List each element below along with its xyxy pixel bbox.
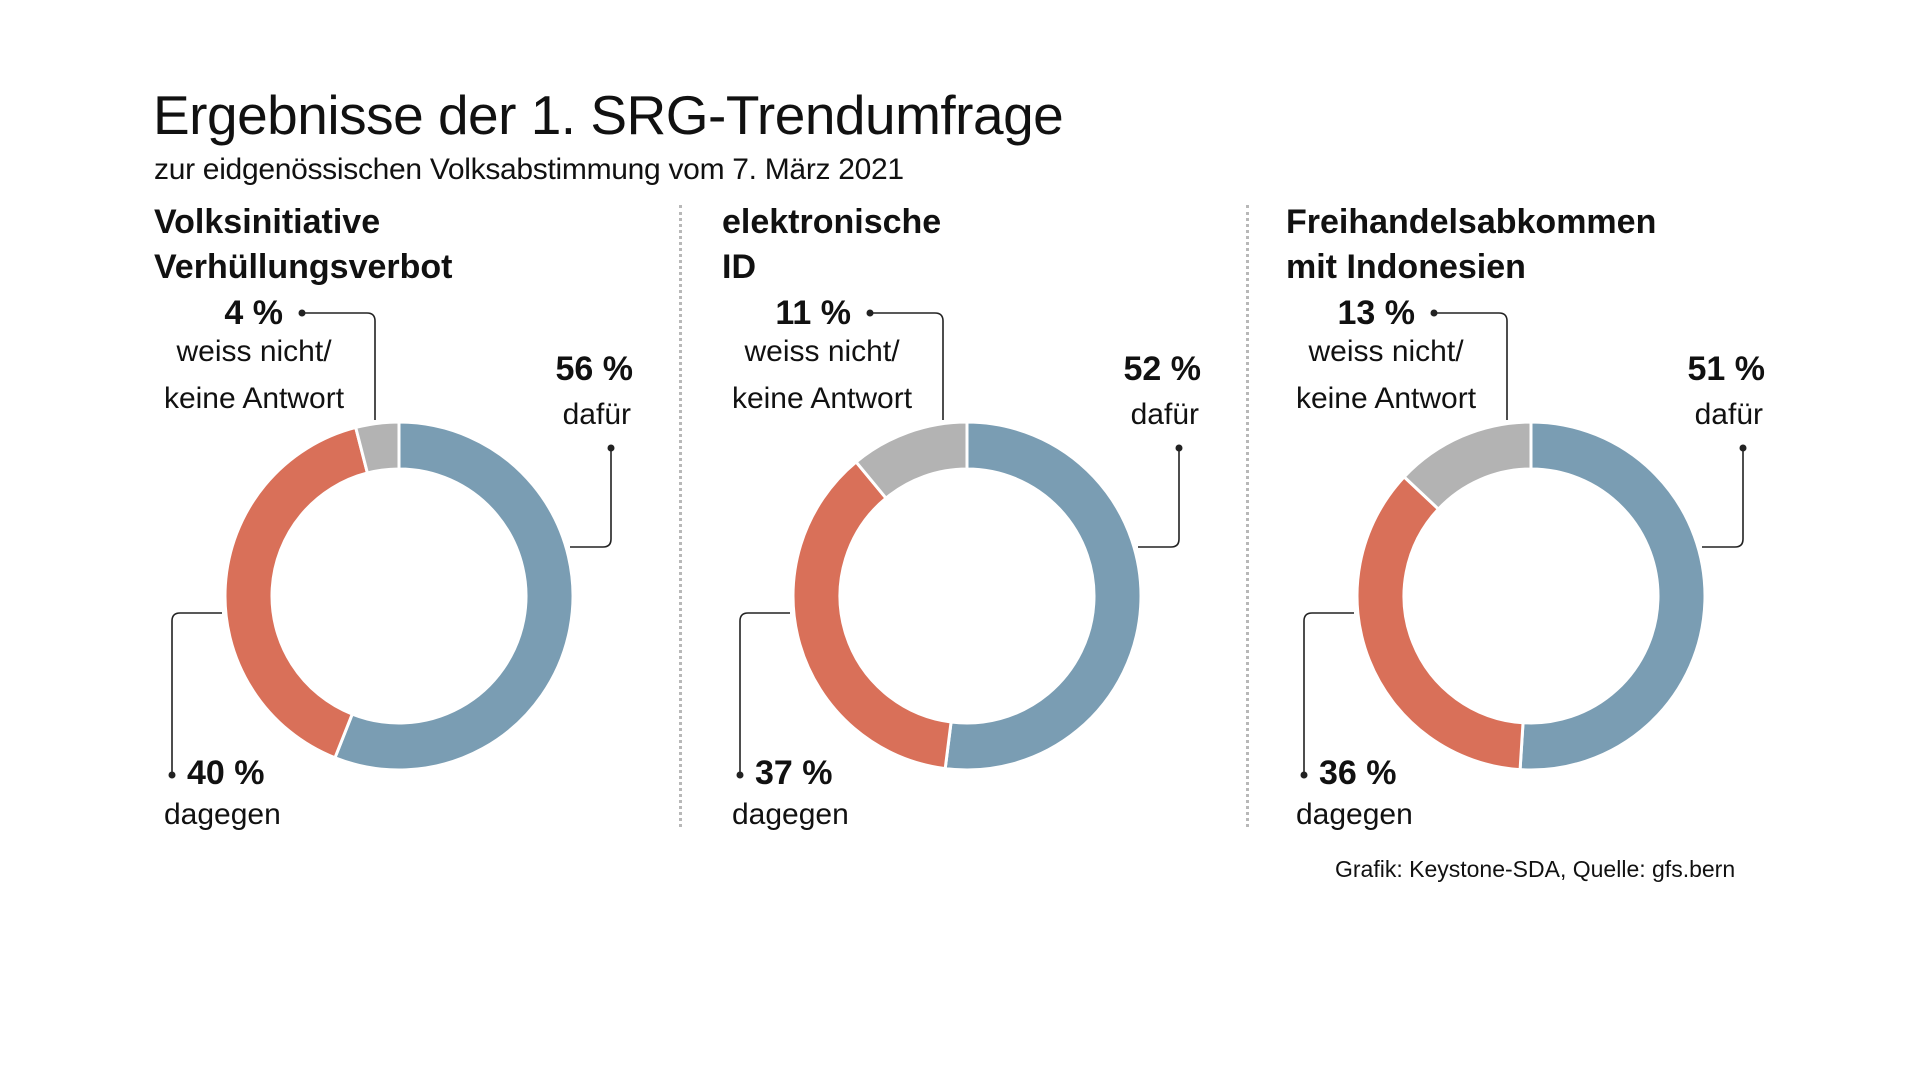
separator-1 xyxy=(679,205,682,827)
panel-title-line-1: elektronische xyxy=(722,203,942,241)
dafuer-text-label: dafür xyxy=(562,398,631,431)
na-text-label-2: keine Antwort xyxy=(1295,382,1477,415)
na-percent-label: 13 % xyxy=(1337,294,1416,332)
panel-verhuellungsverbot: Volksinitiative Verhüllungsverbot 4 % we… xyxy=(154,0,714,1080)
dafuer-percent-label: 51 % xyxy=(1687,350,1766,388)
panel-title-line-1: Volksinitiative xyxy=(154,203,381,241)
leader-line-dagegen xyxy=(739,612,790,775)
dafuer-text-label: dafür xyxy=(1130,398,1199,431)
na-text-label-2: keine Antwort xyxy=(163,382,345,415)
donut-segment-weiss-nicht xyxy=(853,420,969,501)
na-text-label-1: weiss nicht/ xyxy=(1308,335,1464,368)
leader-dot-dagegen xyxy=(168,771,176,779)
dagegen-percent-label: 36 % xyxy=(1319,754,1397,792)
dafuer-percent-label: 52 % xyxy=(1123,350,1202,388)
donut-chart-1 xyxy=(736,309,1183,779)
dafuer-text-label: dafür xyxy=(1694,398,1763,431)
donut-segment-weiss-nicht xyxy=(353,420,401,475)
panel-title: Volksinitiative Verhüllungsverbot xyxy=(154,200,453,290)
panel-title: elektronische ID xyxy=(722,200,941,290)
donut-chart-0 xyxy=(168,309,615,779)
leader-dot-dafuer xyxy=(1175,444,1183,452)
leader-dot-dafuer xyxy=(607,444,615,452)
panel-elektronische-id: elektronische ID 11 % weiss nicht/ keine… xyxy=(722,0,1282,1080)
donut-segment-dafuer xyxy=(943,420,1143,772)
leader-dot-dafuer xyxy=(1739,444,1747,452)
na-text-label-2: keine Antwort xyxy=(731,382,913,415)
panel-title-line-2: ID xyxy=(722,248,756,286)
leader-line-weiss-nicht xyxy=(870,312,944,420)
separator-2 xyxy=(1246,205,1249,827)
leader-line-dafuer xyxy=(570,448,612,548)
na-percent-label: 4 % xyxy=(224,294,283,332)
panel-title-line-1: Freihandelsabkommen xyxy=(1286,203,1657,241)
panel-freihandelsabkommen: Freihandelsabkommen mit Indonesien 13 % … xyxy=(1286,0,1846,1080)
donut-segment-weiss-nicht xyxy=(1402,420,1533,512)
na-text-label-1: weiss nicht/ xyxy=(176,335,332,368)
leader-dot-dagegen xyxy=(1300,771,1308,779)
dagegen-text-label: dagegen xyxy=(732,798,849,831)
leader-line-weiss-nicht xyxy=(1434,312,1508,420)
leader-dot-weiss-nicht xyxy=(1430,309,1438,317)
leader-dot-weiss-nicht xyxy=(298,309,306,317)
leader-dot-dagegen xyxy=(736,771,744,779)
panel-title-line-2: Verhüllungsverbot xyxy=(154,248,453,286)
dagegen-percent-label: 37 % xyxy=(755,754,833,792)
page-title: Ergebnisse der 1. SRG-Trendumfrage xyxy=(153,84,1064,146)
leader-dot-weiss-nicht xyxy=(866,309,874,317)
donut-chart-2 xyxy=(1300,309,1747,779)
page-subtitle: zur eidgenössischen Volksabstimmung vom … xyxy=(154,153,904,186)
donut-segment-dafuer xyxy=(332,420,575,772)
donut-segment-dagegen xyxy=(223,425,370,760)
donut-segment-dagegen xyxy=(791,459,953,771)
na-percent-label: 11 % xyxy=(775,294,851,332)
donut-segment-dafuer xyxy=(1518,420,1707,772)
panel-title-line-2: mit Indonesien xyxy=(1286,248,1526,286)
panel-title: Freihandelsabkommen mit Indonesien xyxy=(1286,200,1656,290)
leader-line-dagegen xyxy=(1303,612,1354,775)
donut-segment-dagegen xyxy=(1355,474,1525,772)
na-text-label-1: weiss nicht/ xyxy=(744,335,900,368)
dagegen-text-label: dagegen xyxy=(164,798,281,831)
dagegen-percent-label: 40 % xyxy=(187,754,265,792)
leader-line-dafuer xyxy=(1702,448,1744,548)
leader-line-weiss-nicht xyxy=(302,312,376,420)
leader-line-dafuer xyxy=(1138,448,1180,548)
leader-line-dagegen xyxy=(171,612,222,775)
source-credit: Grafik: Keystone-SDA, Quelle: gfs.bern xyxy=(1335,856,1736,882)
dafuer-percent-label: 56 % xyxy=(555,350,634,388)
dagegen-text-label: dagegen xyxy=(1296,798,1413,831)
